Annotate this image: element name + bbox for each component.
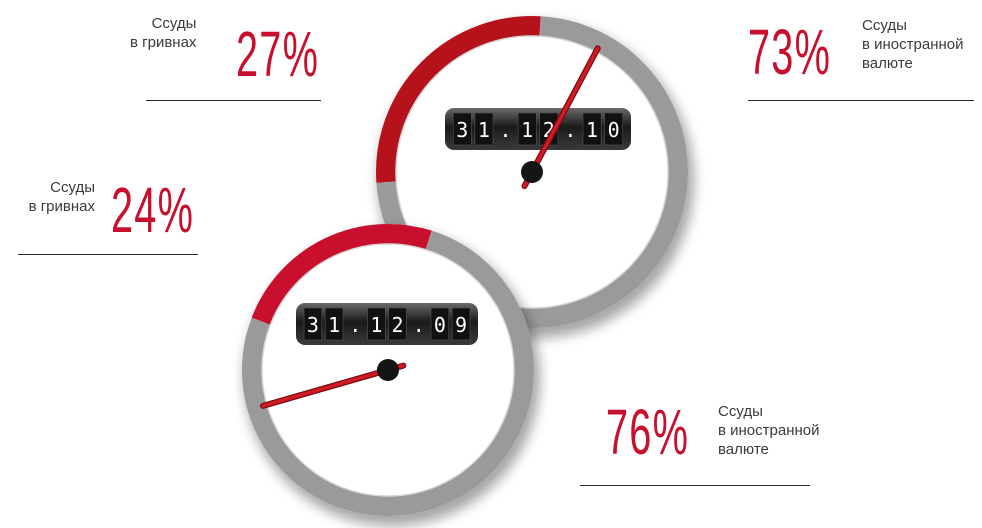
bottom-uah-label: Ссуды в гривнах xyxy=(28,179,95,215)
odometer xyxy=(296,303,478,345)
ring-segment-uah xyxy=(376,16,541,183)
odometer-digit: . xyxy=(564,118,576,142)
top-uah-percent: 27% xyxy=(236,18,320,90)
odometer-cell xyxy=(517,112,537,146)
odometer-cell xyxy=(367,307,386,341)
odometer-cell xyxy=(388,307,407,341)
odometer-cell xyxy=(303,307,323,341)
bottom-fx-leader xyxy=(580,485,810,486)
odometer xyxy=(445,108,631,150)
top-fx-callout: Ссуды в иностранной валюте xyxy=(862,16,963,73)
odometer-digit: 3 xyxy=(456,118,468,142)
ring-segment-fx xyxy=(242,230,534,516)
ring-inner-edge xyxy=(395,35,669,309)
odometer-cell xyxy=(474,112,494,146)
odometer-digit: . xyxy=(500,118,512,142)
bottom-uah-callout: Ссуды в гривнах xyxy=(5,178,95,216)
odometer-digit: 0 xyxy=(434,313,446,337)
needle-hub xyxy=(377,359,399,381)
bottom-fx-percent: 76% xyxy=(606,396,690,468)
ring-segment-uah xyxy=(251,224,432,325)
bottom-uah-percent: 24% xyxy=(111,174,195,246)
odometer-digit: 1 xyxy=(478,118,490,142)
odometer-digit: 3 xyxy=(307,313,319,337)
odometer-digit: 9 xyxy=(455,313,467,337)
odometer-digit: . xyxy=(413,313,425,337)
odometer-cell xyxy=(604,112,624,146)
odometer-digit: 0 xyxy=(608,118,620,142)
odometer-cell xyxy=(582,112,602,146)
odometer-digit: 1 xyxy=(586,118,598,142)
top-fx-percent: 73% xyxy=(748,16,832,88)
top-fx-leader xyxy=(748,100,974,101)
odometer-digit: 1 xyxy=(521,118,533,142)
odometer-cell xyxy=(451,307,471,341)
top-uah-leader xyxy=(146,100,321,101)
bottom-fx-label: Ссуды в иностранной валюте xyxy=(718,403,820,458)
needle-hub xyxy=(521,161,543,183)
top-uah-label: Ссуды в гривнах xyxy=(130,15,197,51)
odometer-digit: 1 xyxy=(370,313,382,337)
bottom-uah-leader xyxy=(18,254,198,255)
odometer-digit: 1 xyxy=(328,313,340,337)
ring-inner-edge xyxy=(261,243,515,497)
odometer-cell xyxy=(324,307,344,341)
top-fx-label: Ссуды в иностранной валюте xyxy=(862,17,964,72)
odometer-cell xyxy=(430,307,450,341)
odometer-digit: 2 xyxy=(392,313,404,337)
top-uah-callout: Ссуды в гривнах xyxy=(130,14,196,52)
odometer-digit: . xyxy=(349,313,361,337)
bottom-fx-callout: Ссуды в иностранной валюте xyxy=(718,402,819,459)
odometer-cell xyxy=(452,112,472,146)
